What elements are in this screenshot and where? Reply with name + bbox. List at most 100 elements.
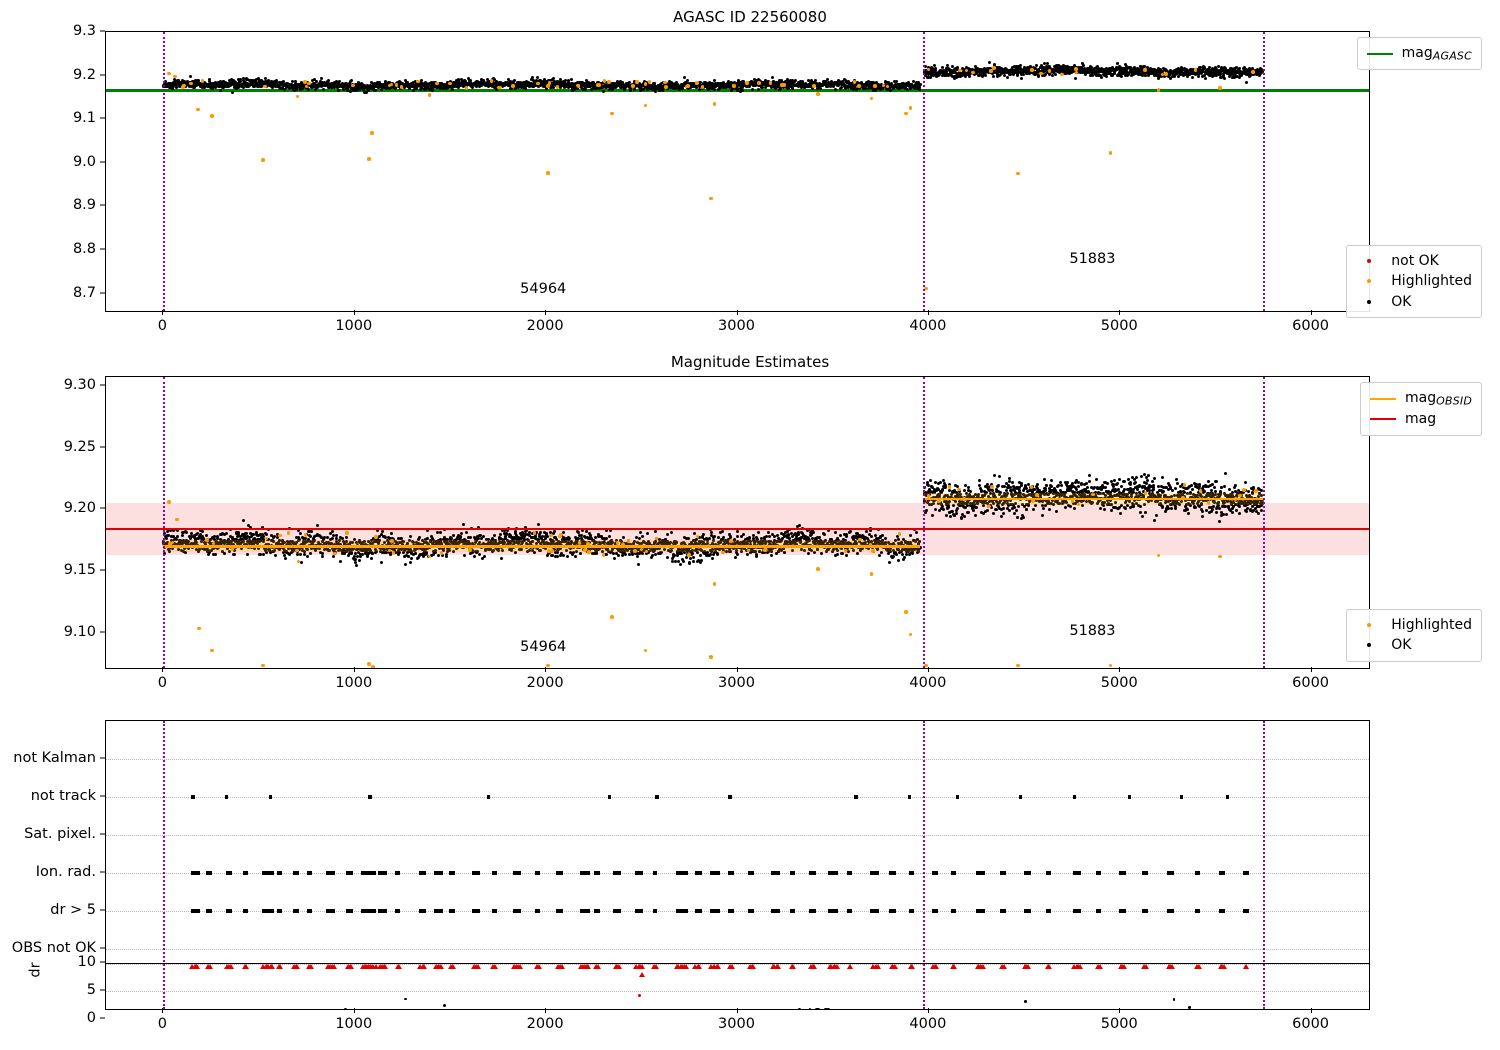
data-point-ok	[558, 78, 562, 82]
data-point-highlighted-outlier	[546, 171, 550, 175]
data-point-ok	[184, 84, 188, 88]
data-point-highlighted	[1060, 72, 1064, 77]
data-point-ok	[193, 79, 197, 83]
data-point-ok	[280, 87, 284, 91]
line-swatch-icon	[1366, 52, 1393, 55]
data-point-ok	[1222, 76, 1226, 80]
data-point-ok	[208, 78, 212, 82]
data-point-ok	[191, 79, 195, 83]
data-point-ok	[545, 86, 549, 90]
data-point-ok	[447, 85, 451, 89]
data-point-ok	[173, 82, 177, 86]
data-point-ok	[469, 79, 473, 83]
obsid-boundary-line	[922, 32, 925, 311]
data-point-ok	[214, 552, 218, 556]
data-point-ok	[388, 80, 392, 84]
data-point-ok	[272, 80, 276, 84]
data-point-ok	[310, 78, 314, 82]
panel-magnitude-estimates: Magnitude Estimates 9.30 9.25 9.20 9.15 9.10…	[0, 345, 1500, 691]
data-point-ok	[275, 79, 279, 83]
data-point-highlighted	[1251, 70, 1255, 75]
data-point-ok	[329, 86, 333, 90]
data-point-ok	[188, 83, 192, 87]
data-point-ok	[535, 76, 539, 80]
data-point-ok	[196, 78, 200, 82]
data-point-ok	[246, 553, 250, 557]
data-point-ok	[367, 89, 371, 93]
data-point-ok	[554, 80, 557, 84]
legend-label: magAGASC	[1401, 45, 1472, 63]
data-point-ok	[232, 81, 236, 85]
data-point-ok	[432, 81, 436, 85]
data-point-ok	[298, 552, 302, 556]
data-point-ok	[250, 79, 254, 83]
data-point-ok	[918, 82, 922, 86]
data-point-highlighted	[435, 81, 439, 86]
data-point-ok	[340, 81, 344, 85]
data-point-ok	[456, 85, 460, 89]
data-point-highlighted	[536, 81, 540, 86]
data-point-ok	[242, 79, 246, 83]
data-point-ok	[336, 85, 340, 89]
data-point-ok	[411, 83, 415, 87]
obsid-annotation: 54964	[520, 281, 567, 298]
data-point-highlighted	[857, 84, 861, 88]
data-point-ok	[552, 77, 556, 81]
obsid-boundary-line	[1263, 32, 1266, 311]
data-point-ok	[499, 80, 503, 84]
data-point-highlighted-outlier	[1108, 151, 1113, 155]
data-point-ok	[362, 88, 366, 92]
data-point-ok	[419, 84, 423, 88]
panel-1-legend-status[interactable]: not OK Highlighted OK	[1346, 245, 1482, 318]
data-point-ok	[288, 82, 292, 86]
data-point-ok	[335, 80, 339, 84]
data-point-ok	[399, 80, 403, 84]
data-point-ok	[541, 80, 545, 84]
data-point-ok	[314, 88, 318, 92]
data-point-highlighted	[1163, 72, 1168, 77]
data-point-ok	[344, 87, 348, 91]
panel-1-legend-magagasc[interactable]: magAGASC	[1356, 37, 1482, 71]
data-point-highlighted	[546, 83, 550, 88]
data-point-ok	[354, 564, 358, 568]
data-point-highlighted-outlier	[196, 107, 200, 112]
data-point-ok	[983, 74, 987, 78]
data-point-ok	[516, 83, 520, 87]
panel-1-xtick-label: 2000	[526, 318, 564, 334]
data-point-ok	[462, 83, 466, 86]
data-point-ok	[472, 555, 476, 559]
legend-label: Highlighted	[1391, 273, 1472, 290]
data-point-ok	[389, 85, 393, 89]
data-point-ok	[404, 78, 408, 82]
data-point-ok	[791, 86, 795, 90]
data-point-ok	[461, 84, 465, 88]
data-point-ok	[987, 61, 991, 65]
data-point-ok	[252, 79, 256, 83]
data-point-highlighted-outlier	[869, 96, 874, 101]
data-point-highlighted	[663, 80, 667, 85]
panel-magnitude-raw: AGASC ID 22560080 9.3 9.2 9.1 9.0 8.9 8.8 8.7 0…	[0, 0, 1500, 345]
data-point-ok	[455, 81, 459, 85]
panel-2-plot-area	[105, 376, 1370, 669]
data-point-ok	[374, 89, 377, 93]
data-point-ok	[202, 83, 206, 87]
data-point-ok	[315, 79, 319, 83]
panel-1-ytick-label: 8.8	[72, 240, 96, 257]
panel-1-ytick-label: 9.3	[72, 23, 96, 39]
obsid-boundary-line	[163, 32, 166, 311]
data-point-ok	[344, 535, 348, 539]
data-point-ok	[300, 561, 304, 565]
data-point-ok	[347, 81, 351, 85]
data-point-ok	[407, 86, 411, 90]
data-point-ok	[207, 80, 211, 84]
data-point-ok	[258, 82, 262, 86]
data-point-ok	[285, 86, 289, 90]
data-point-ok	[354, 88, 358, 92]
data-point-ok	[264, 82, 268, 86]
data-point-ok	[239, 78, 243, 82]
data-point-ok	[991, 74, 995, 78]
legend-entry: Highlighted	[1356, 271, 1472, 291]
data-point-highlighted-outlier	[908, 106, 913, 110]
data-point-ok	[475, 84, 479, 88]
data-point-ok	[450, 88, 454, 92]
